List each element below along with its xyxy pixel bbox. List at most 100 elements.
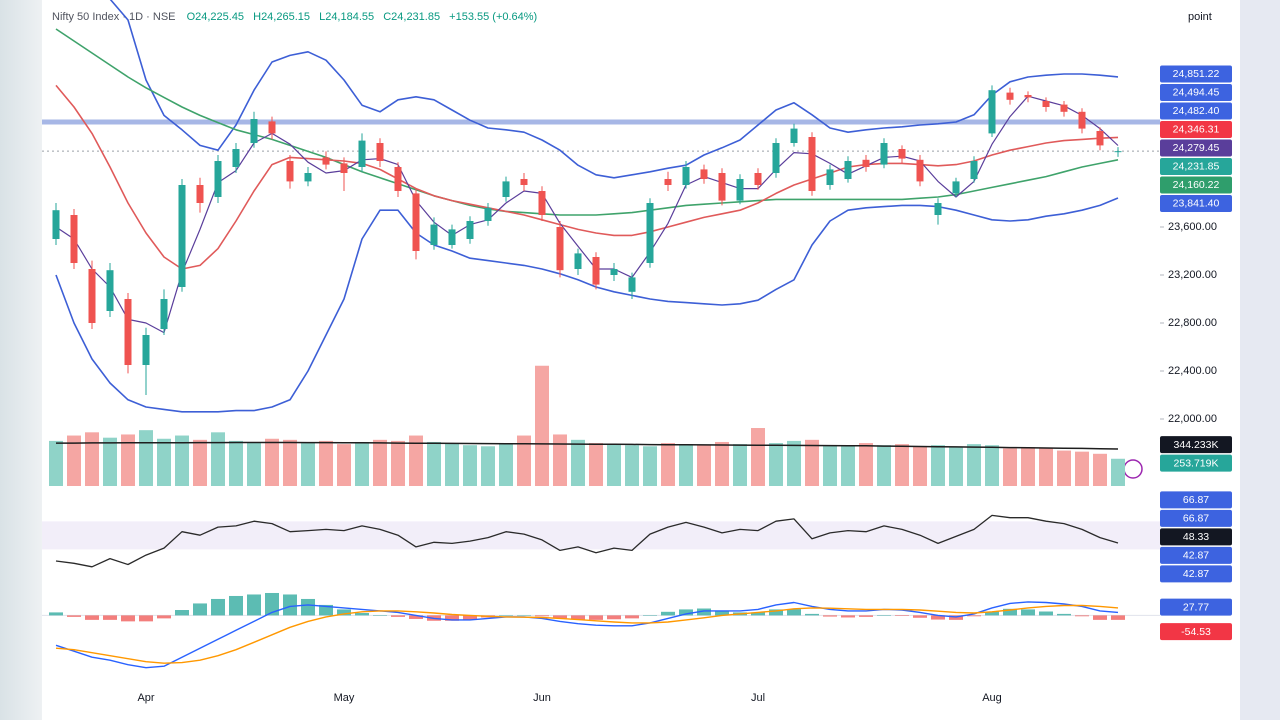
macd-histogram xyxy=(931,615,945,620)
macd-histogram xyxy=(157,615,171,619)
volume-bar xyxy=(391,440,405,486)
volume-bar xyxy=(175,435,189,486)
x-tick-label: Jul xyxy=(751,692,765,704)
axis-unit: point xyxy=(1188,11,1212,23)
axis-label-box xyxy=(1160,546,1232,564)
candle-body xyxy=(142,335,150,365)
axis-label-box xyxy=(1160,565,1232,583)
macd-histogram xyxy=(103,615,117,620)
macd-histogram xyxy=(967,615,981,617)
volume-bar xyxy=(877,445,891,486)
volume-bar xyxy=(823,445,837,486)
candle-body xyxy=(826,169,834,185)
volume-bar xyxy=(715,441,729,486)
macd-histogram xyxy=(859,615,873,617)
axis-label: 24,482.40 xyxy=(1173,105,1220,117)
candle-body xyxy=(502,181,510,197)
candle-body xyxy=(484,207,492,221)
axis-label-box xyxy=(1160,436,1232,454)
candle-body xyxy=(682,167,690,185)
macd-histogram xyxy=(985,611,999,616)
macd-histogram xyxy=(535,615,549,617)
low-value: L24,184.55 xyxy=(319,11,374,23)
macd-histogram xyxy=(409,615,423,619)
candle-body xyxy=(1006,92,1014,100)
volume-bar xyxy=(625,445,639,486)
axis-label: 24,160.22 xyxy=(1173,179,1220,191)
volume-bar xyxy=(229,440,243,486)
macd-histogram xyxy=(391,615,405,617)
macd-histogram xyxy=(949,615,963,620)
macd-histogram xyxy=(319,604,333,616)
macd-histogram xyxy=(1039,611,1053,616)
axis-label: 344.233K xyxy=(1174,439,1219,451)
macd-histogram xyxy=(553,615,567,619)
rsi-line xyxy=(55,514,1119,568)
candle-body xyxy=(394,167,402,191)
y-tick-label: 22,000.00 xyxy=(1168,413,1217,425)
macd-histogram xyxy=(877,615,891,616)
axis-label: 24,231.85 xyxy=(1173,161,1220,173)
candle-body xyxy=(1024,95,1032,98)
candle-body xyxy=(268,121,276,134)
axis-label-box xyxy=(1160,157,1232,175)
axis-label-box xyxy=(1160,120,1232,138)
volume-bar xyxy=(247,441,261,486)
axis-label: 24,346.31 xyxy=(1173,124,1220,136)
candle-body xyxy=(844,161,852,179)
axis-label-box xyxy=(1160,194,1232,212)
volume-bar xyxy=(751,428,765,486)
open-value: O24,225.45 xyxy=(187,11,245,23)
candle-body xyxy=(178,185,186,287)
candle-body xyxy=(772,143,780,173)
macd-histogram xyxy=(85,615,99,620)
volume-bar xyxy=(769,443,783,486)
macd-histogram xyxy=(373,615,387,616)
candle-body xyxy=(808,137,816,191)
macd-histogram xyxy=(517,615,531,616)
macd-histogram xyxy=(1003,608,1017,616)
candle-body xyxy=(250,119,258,143)
candle-body xyxy=(700,169,708,179)
axis-label: 24,851.22 xyxy=(1173,68,1220,80)
candle-body xyxy=(610,269,618,275)
volume-bar xyxy=(679,444,693,486)
candle-body xyxy=(790,128,798,143)
volume-bar xyxy=(661,443,675,486)
volume-bar xyxy=(1039,448,1053,486)
macd-line xyxy=(55,604,1119,664)
macd-histogram xyxy=(589,615,603,620)
candle-body xyxy=(358,140,366,167)
candle-body xyxy=(592,257,600,285)
high-value: H24,265.15 xyxy=(253,11,310,23)
volume-bar xyxy=(463,445,477,486)
axis-label: 66.87 xyxy=(1183,494,1209,506)
macd-histogram xyxy=(175,610,189,616)
indicator-line xyxy=(55,28,1119,216)
macd-histogram xyxy=(301,598,315,616)
axis-label-box xyxy=(1160,102,1232,120)
candle-body xyxy=(970,161,978,179)
axis-label: 253.719K xyxy=(1174,457,1219,469)
macd-histogram xyxy=(1111,615,1125,620)
axis-label-box xyxy=(1160,623,1232,641)
change-value: +153.55 (+0.64%) xyxy=(449,11,537,23)
y-tick-label: 22,400.00 xyxy=(1168,365,1217,377)
candle-body xyxy=(862,159,870,167)
alert-icon[interactable] xyxy=(1123,459,1143,479)
x-tick-label: May xyxy=(334,692,355,704)
volume-bar xyxy=(1093,453,1107,486)
macd-histogram xyxy=(571,615,585,620)
macd-histogram xyxy=(697,608,711,616)
axis-label: 24,279.45 xyxy=(1173,142,1220,154)
candle-body xyxy=(1042,101,1050,107)
macd-histogram xyxy=(607,615,621,620)
macd-histogram xyxy=(463,615,477,620)
axis-label: -54.53 xyxy=(1181,626,1211,638)
volume-bar xyxy=(1075,451,1089,486)
candle-body xyxy=(646,203,654,263)
y-tick-label: 23,200.00 xyxy=(1168,269,1217,281)
axis-label: 48.33 xyxy=(1183,531,1209,543)
y-tick-label: 22,800.00 xyxy=(1168,317,1217,329)
macd-histogram xyxy=(625,615,639,619)
